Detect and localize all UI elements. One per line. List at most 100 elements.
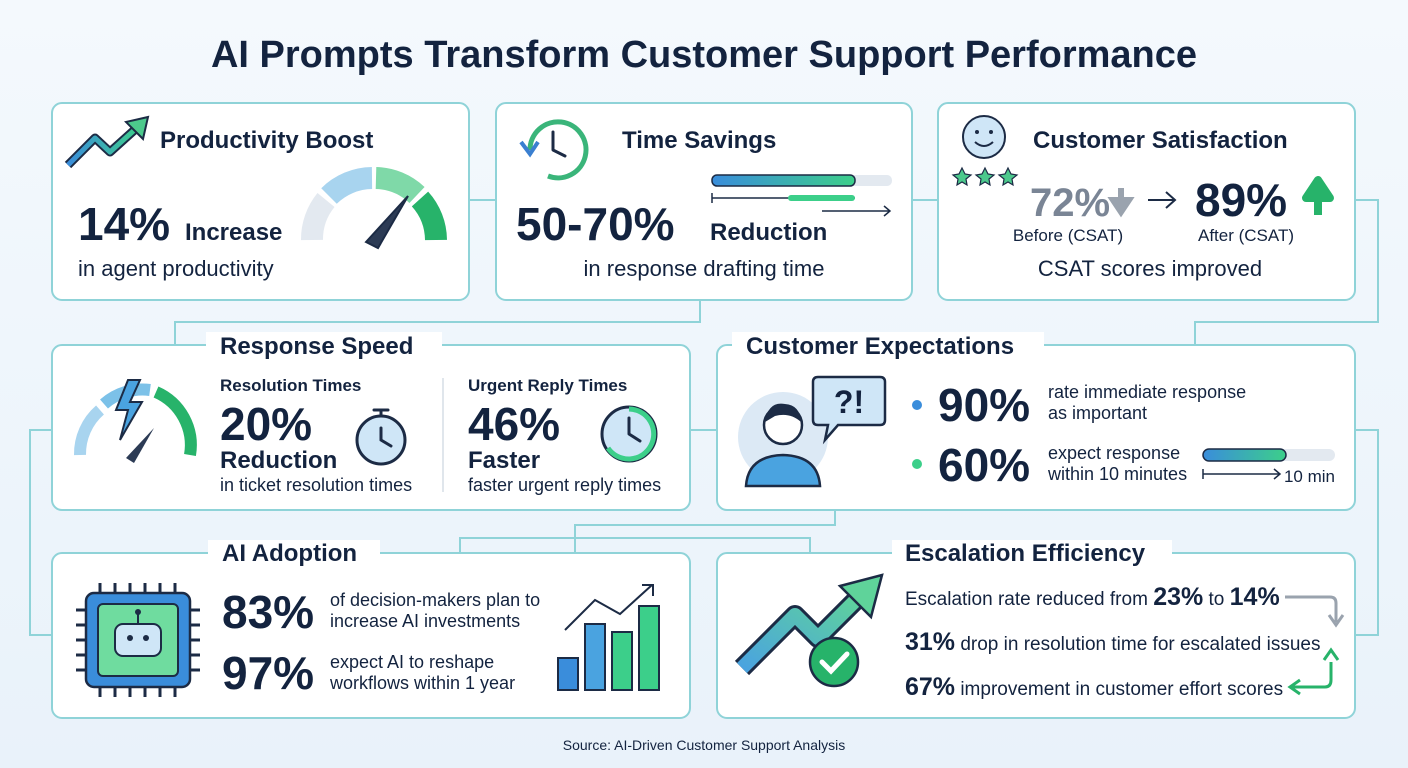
- growth-chart-icon-shape: [638, 605, 660, 691]
- stat-value: 23%: [1153, 583, 1203, 611]
- gauge-icon-shape: [364, 195, 409, 250]
- stat-word: Reduction: [220, 447, 337, 474]
- icon-text: ?!: [834, 384, 864, 420]
- expectations-card: Customer Expectations ?! 90% rate immedi…: [716, 332, 1356, 511]
- smiley-icon: [951, 115, 1019, 187]
- before-value: 72%: [1030, 181, 1110, 225]
- card-title: AI Adoption: [222, 540, 357, 567]
- smiley-icon-shape: [974, 141, 994, 147]
- progress-bars-shape: [711, 174, 856, 187]
- stat-word: Faster: [468, 447, 540, 474]
- chip-icon-shape: [114, 623, 162, 657]
- progress-bars-shape: [822, 205, 892, 217]
- connectors: [29, 199, 1379, 636]
- time-savings-card: Time Savings 50-70% Reduction in respons…: [495, 102, 913, 301]
- adoption-card-shape: [208, 540, 380, 568]
- speed-gauge-icon-shape: [153, 386, 197, 457]
- stat-value: 90%: [938, 379, 1030, 431]
- chip-icon-shape: [135, 609, 141, 615]
- stat-value: 97%: [222, 647, 314, 699]
- clock-icon-shape: [527, 119, 589, 181]
- speed-gauge-icon-shape: [74, 405, 105, 456]
- stopwatch-icon: [355, 408, 407, 466]
- expectations-card-shape: [732, 332, 1044, 360]
- after-value: 89%: [1195, 174, 1287, 226]
- satisfaction-card-shape: [937, 102, 1356, 301]
- stat-word: Increase: [185, 219, 282, 246]
- trend-icon: [64, 115, 150, 169]
- smiley-icon-shape: [962, 115, 1006, 159]
- adoption-card: AI Adoption 83% of decision-makers plan …: [51, 540, 691, 719]
- connectors-shape: [459, 537, 811, 553]
- speed-gauge-icon-shape: [114, 379, 144, 441]
- growth-chart-icon-shape: [611, 631, 633, 691]
- growth-chart-icon-shape: [584, 623, 606, 691]
- stat-text: within 10 minutes: [1047, 464, 1187, 484]
- escalation-card-shape: [892, 540, 1172, 568]
- clock-icon: [600, 405, 658, 463]
- chip-icon: [76, 583, 200, 697]
- bar-label: 10 min: [1284, 467, 1335, 486]
- card-title: Escalation Efficiency: [905, 540, 1146, 567]
- gauge-icon-shape: [301, 193, 335, 241]
- stat-value: 83%: [222, 586, 314, 638]
- person-icon: [738, 375, 887, 488]
- success-arrow-icon-shape: [808, 636, 860, 688]
- stat-value: 60%: [938, 439, 1030, 491]
- after-label: After (CSAT): [1198, 226, 1294, 245]
- stat-value: 67%: [905, 673, 955, 701]
- stat-text: increase AI investments: [330, 611, 520, 631]
- card-title: Response Speed: [220, 333, 413, 360]
- stopwatch-icon-shape: [372, 408, 393, 448]
- time-bar-shape: [1202, 448, 1287, 462]
- flow-arrows-shape: [1285, 595, 1345, 628]
- connectors-shape: [1355, 429, 1379, 636]
- progress-bars-shape: [788, 195, 855, 201]
- response-speed-card: Response Speed Resolution Times 20% Redu…: [51, 332, 691, 511]
- card-title: Customer Expectations: [746, 333, 1014, 360]
- clock-icon-shape: [519, 140, 540, 158]
- bullet: [912, 400, 922, 410]
- success-arrow-icon-shape: [819, 651, 850, 675]
- page-title: AI Prompts Transform Customer Support Pe…: [211, 34, 1197, 76]
- stat-caption: in agent productivity: [78, 256, 274, 281]
- flow-arrows: [1285, 595, 1345, 696]
- escalation-rate: Escalation rate reduced from 23% to 14%: [905, 583, 1280, 611]
- clock-icon-shape: [605, 406, 657, 462]
- gauge-icon: [301, 167, 447, 250]
- progress-bars: [711, 174, 892, 217]
- chip-icon-shape: [143, 635, 149, 641]
- stat-caption: in ticket resolution times: [220, 475, 412, 495]
- stat-value: 46%: [468, 398, 560, 450]
- smiley-icon-shape: [975, 130, 979, 134]
- clock-icon-shape: [627, 416, 642, 443]
- trend-icon-shape: [66, 123, 142, 167]
- flow-arrows-shape: [1287, 647, 1340, 696]
- stat-text: to: [1209, 589, 1225, 610]
- person-icon-shape: [744, 453, 822, 488]
- time-bar-shape: [1202, 468, 1282, 480]
- success-arrow-icon-shape: [837, 573, 884, 620]
- stat-value: 14%: [78, 198, 170, 250]
- stat-text: workflows within 1 year: [329, 673, 515, 693]
- person-icon-shape: [811, 375, 887, 445]
- clock-icon-shape: [551, 130, 567, 158]
- chip-icon-shape: [76, 583, 200, 697]
- stat-text: improvement in customer effort scores: [960, 679, 1283, 700]
- stat-text: as important: [1048, 403, 1147, 423]
- stat-value: 31%: [905, 628, 955, 656]
- stat-word: Reduction: [710, 219, 827, 246]
- person-icon-shape: [765, 403, 801, 422]
- trend-icon-shape: [124, 115, 150, 141]
- stat-text: expect response: [1048, 443, 1180, 463]
- down-arrow: [1107, 188, 1135, 218]
- card-title: Time Savings: [622, 127, 776, 154]
- change-arrow: [1148, 191, 1177, 209]
- gauge-icon-shape: [321, 167, 373, 205]
- stat-text: drop in resolution time for escalated is…: [960, 634, 1320, 655]
- productivity-card: Productivity Boost 14% Increase in agent…: [51, 102, 470, 301]
- stat-text: of decision-makers plan to: [330, 590, 540, 610]
- satisfaction-card: Customer Satisfaction 72% 89% Before (CS…: [937, 102, 1356, 301]
- before-label: Before (CSAT): [1013, 226, 1123, 245]
